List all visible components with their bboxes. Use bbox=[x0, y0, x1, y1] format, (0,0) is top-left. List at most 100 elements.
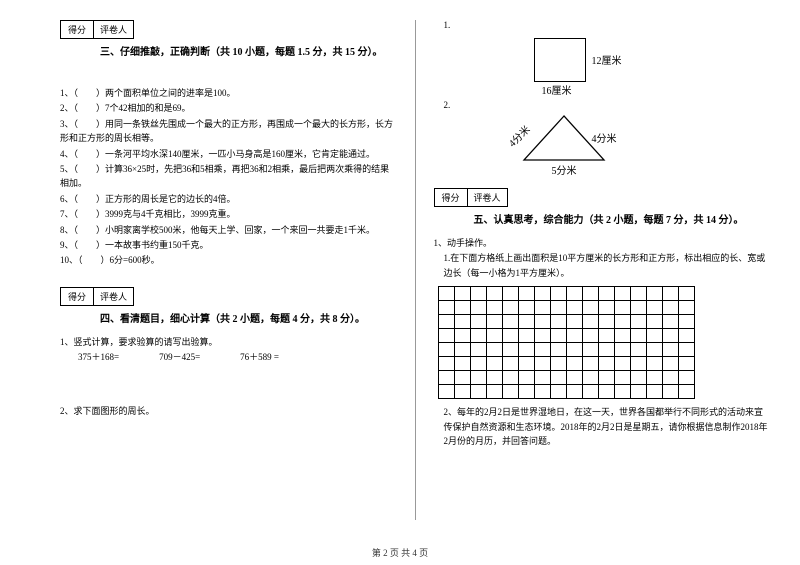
grid-cell bbox=[550, 315, 566, 329]
section-3-title: 三、仔细推敲，正确判断（共 10 小题，每题 1.5 分，共 15 分）。 bbox=[100, 43, 397, 58]
grid-cell bbox=[518, 385, 534, 399]
grid-cell bbox=[534, 315, 550, 329]
q5-1-stem: 1、动手操作。 bbox=[434, 236, 771, 250]
triangle-figure: 4分米 4分米 5分米 bbox=[504, 110, 644, 180]
grid-cell bbox=[518, 301, 534, 315]
section-5-body: 1、动手操作。 1.在下面方格纸上画出面积是10平方厘米的长方形和正方形，标出相… bbox=[434, 236, 771, 280]
grid-cell bbox=[502, 371, 518, 385]
q3-2: 2、（ ）7个42相加的和是69。 bbox=[60, 101, 397, 115]
grid-cell bbox=[566, 301, 582, 315]
grid-cell bbox=[646, 371, 662, 385]
grid-cell bbox=[678, 315, 694, 329]
grid-cell bbox=[502, 329, 518, 343]
grid-cell bbox=[470, 357, 486, 371]
grid-cell bbox=[454, 357, 470, 371]
grid-cell bbox=[502, 287, 518, 301]
grid-cell bbox=[518, 329, 534, 343]
grid-cell bbox=[630, 287, 646, 301]
grid-cell bbox=[486, 343, 502, 357]
grid-cell bbox=[614, 315, 630, 329]
grid-cell bbox=[534, 371, 550, 385]
q3-9: 9、（ ）一本故事书约重150千克。 bbox=[60, 238, 397, 252]
grid-cell bbox=[550, 329, 566, 343]
grid-cell bbox=[646, 287, 662, 301]
grid-cell bbox=[454, 371, 470, 385]
grid-table bbox=[438, 286, 695, 399]
q5-1-sub: 1.在下面方格纸上画出面积是10平方厘米的长方形和正方形，标出相应的长、宽或边长… bbox=[444, 251, 771, 280]
grid-cell bbox=[438, 343, 454, 357]
grid-cell bbox=[566, 287, 582, 301]
grid-cell bbox=[678, 287, 694, 301]
grid-cell bbox=[534, 301, 550, 315]
grid-cell bbox=[678, 329, 694, 343]
grid-cell bbox=[550, 385, 566, 399]
q3-10: 10、（ ）6分=600秒。 bbox=[60, 253, 397, 267]
grid-cell bbox=[598, 315, 614, 329]
grid-cell bbox=[566, 371, 582, 385]
q3-1: 1、（ ）两个面积单位之间的进率是100。 bbox=[60, 86, 397, 100]
grid-cell bbox=[662, 287, 678, 301]
grid-cell bbox=[550, 357, 566, 371]
grid-cell bbox=[550, 287, 566, 301]
score-box-4: 得分 评卷人 bbox=[60, 287, 397, 306]
grid-cell bbox=[646, 301, 662, 315]
grid-cell bbox=[582, 287, 598, 301]
rect-right-label: 12厘米 bbox=[592, 52, 622, 67]
grid-cell bbox=[470, 287, 486, 301]
calc-3: 76＋589 = bbox=[240, 350, 279, 364]
grid-cell bbox=[518, 357, 534, 371]
section-3-list: 1、（ ）两个面积单位之间的进率是100。 2、（ ）7个42相加的和是69。 … bbox=[60, 86, 397, 268]
grid-cell bbox=[550, 301, 566, 315]
grid-cell bbox=[582, 385, 598, 399]
q3-6: 6、（ ）正方形的周长是它的边长的4倍。 bbox=[60, 192, 397, 206]
grid-cell bbox=[550, 371, 566, 385]
grid-cell bbox=[630, 343, 646, 357]
q3-8: 8、（ ）小明家离学校500米，他每天上学、回家，一个来回一共要走1千米。 bbox=[60, 223, 397, 237]
tri-bottom-label: 5分米 bbox=[552, 162, 577, 177]
grid-cell bbox=[646, 385, 662, 399]
grid-cell bbox=[454, 301, 470, 315]
marker-label: 评卷人 bbox=[94, 287, 134, 306]
grid-cell bbox=[614, 371, 630, 385]
grid-cell bbox=[598, 357, 614, 371]
grid-cell bbox=[550, 343, 566, 357]
grid-cell bbox=[630, 357, 646, 371]
section-5-title: 五、认真思考，综合能力（共 2 小题，每题 7 分，共 14 分）。 bbox=[474, 211, 771, 226]
grid-cell bbox=[470, 315, 486, 329]
grid-cell bbox=[598, 371, 614, 385]
grid-cell bbox=[582, 315, 598, 329]
grid-figure bbox=[438, 286, 771, 399]
grid-cell bbox=[582, 329, 598, 343]
grid-cell bbox=[598, 287, 614, 301]
grid-cell bbox=[438, 315, 454, 329]
grid-cell bbox=[678, 357, 694, 371]
grid-cell bbox=[470, 385, 486, 399]
grid-cell bbox=[662, 385, 678, 399]
q3-3: 3、（ ）用同一条铁丝先围成一个最大的正方形，再围成一个最大的长方形，长方形和正… bbox=[60, 117, 397, 146]
q3-5: 5、（ ）计算36×25时，先把36和5相乘，再把36和2相乘，最后把两次乘得的… bbox=[60, 162, 397, 191]
grid-cell bbox=[486, 357, 502, 371]
grid-cell bbox=[646, 343, 662, 357]
grid-cell bbox=[470, 371, 486, 385]
q5-2: 2、每年的2月2日是世界湿地日，在这一天，世界各国都举行不同形式的活动来宣传保护… bbox=[444, 405, 771, 448]
grid-cell bbox=[470, 301, 486, 315]
grid-cell bbox=[678, 371, 694, 385]
grid-cell bbox=[598, 385, 614, 399]
grid-cell bbox=[598, 301, 614, 315]
calc-2: 709－425= bbox=[159, 350, 200, 364]
q5-2-wrap: 2、每年的2月2日是世界湿地日，在这一天，世界各国都举行不同形式的活动来宣传保护… bbox=[434, 405, 771, 448]
q3-7: 7、（ ）3999克与4千克相比，3999克重。 bbox=[60, 207, 397, 221]
score-box-3: 得分 评卷人 bbox=[60, 20, 397, 39]
grid-cell bbox=[534, 343, 550, 357]
calc-1: 375＋168= bbox=[78, 350, 119, 364]
grid-cell bbox=[614, 385, 630, 399]
grid-cell bbox=[566, 329, 582, 343]
grid-cell bbox=[486, 371, 502, 385]
grid-cell bbox=[662, 329, 678, 343]
grid-cell bbox=[678, 343, 694, 357]
grid-cell bbox=[614, 287, 630, 301]
grid-cell bbox=[502, 315, 518, 329]
grid-cell bbox=[486, 385, 502, 399]
grid-cell bbox=[486, 315, 502, 329]
grid-cell bbox=[438, 287, 454, 301]
